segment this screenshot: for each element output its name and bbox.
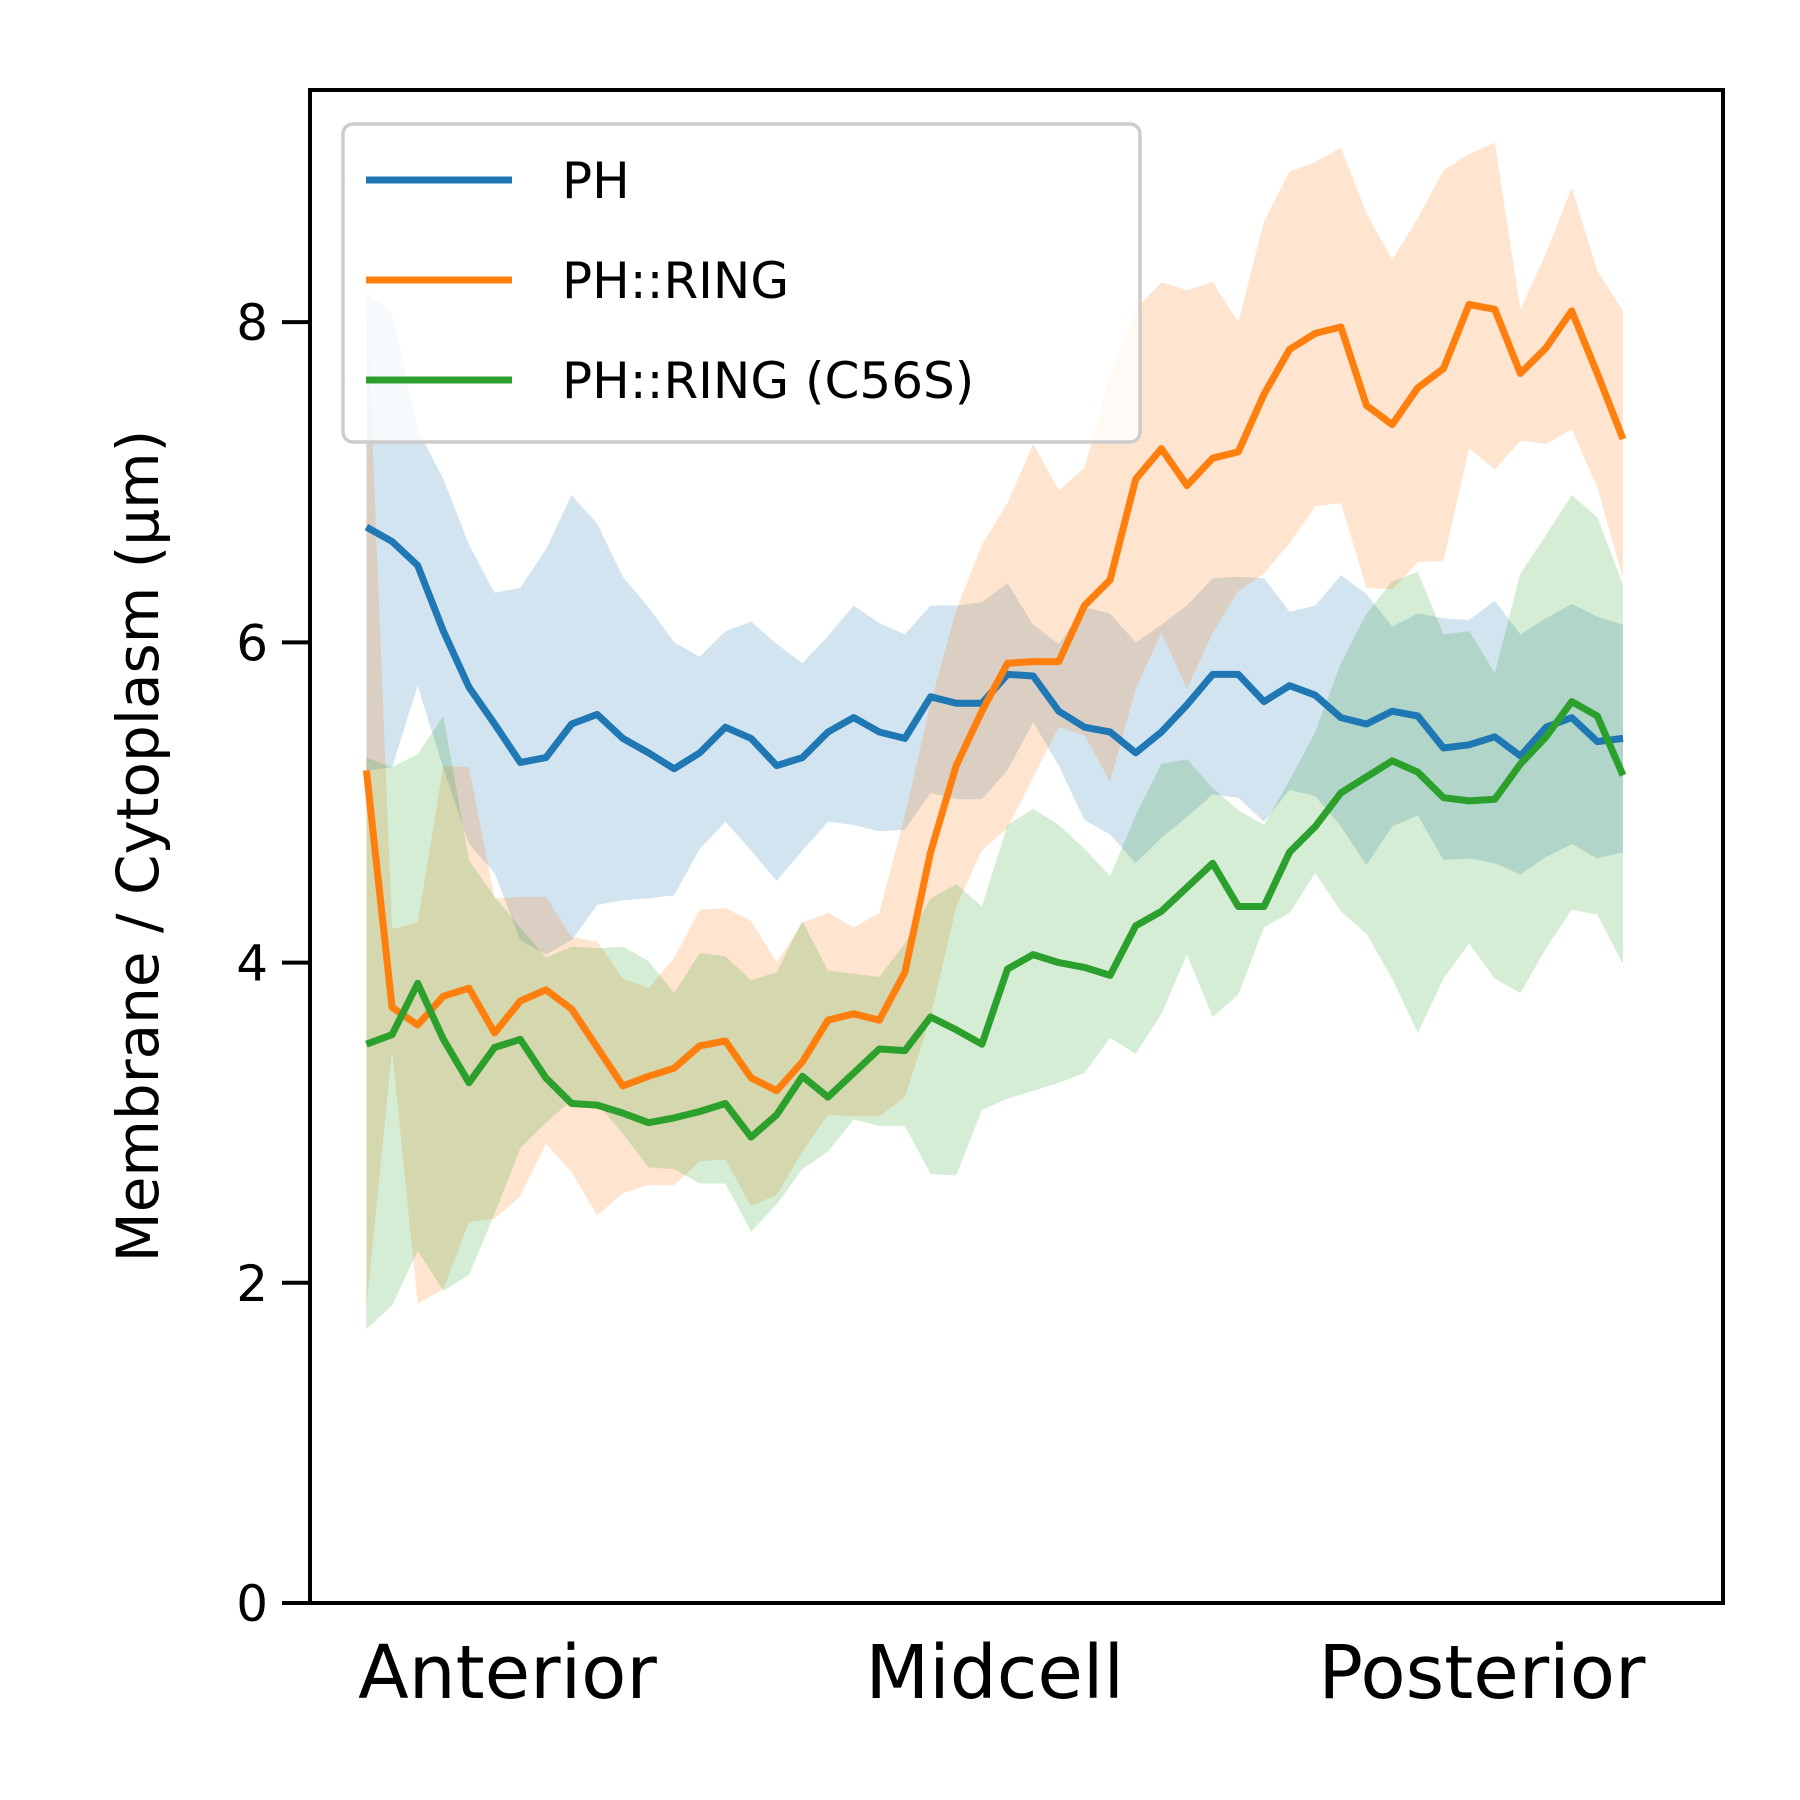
- confidence-bands: [366, 142, 1623, 1330]
- y-tick-label: 8: [236, 294, 268, 352]
- legend-label: PH::RING (C56S): [562, 352, 974, 410]
- line-series-2: [365, 698, 1627, 1141]
- legend-label: PH: [562, 152, 630, 210]
- y-axis: 0 2 4 6 8: [236, 294, 310, 1633]
- legend-label: PH::RING: [562, 252, 789, 310]
- line-series-1: [362, 301, 1627, 1095]
- y-tick-label: 4: [236, 935, 268, 993]
- x-axis-categories: Anterior Midcell Posterior: [358, 1630, 1646, 1716]
- band-series-0: [366, 293, 1623, 955]
- series-lines: [362, 301, 1627, 1141]
- y-tick-label: 2: [236, 1255, 268, 1313]
- y-tick-label: 6: [236, 614, 268, 672]
- x-category-label: Midcell: [865, 1630, 1124, 1716]
- band-series-2: [366, 495, 1623, 1330]
- plot-frame: [308, 88, 1725, 1605]
- legend-box: [341, 122, 1142, 444]
- x-category-label: Posterior: [1318, 1630, 1646, 1716]
- band-series-1: [366, 142, 1623, 1307]
- x-category-label: Anterior: [358, 1630, 657, 1716]
- y-axis-label: Membrane / Cytoplasm (μm): [104, 430, 172, 1263]
- y-tick-label: 0: [236, 1575, 268, 1633]
